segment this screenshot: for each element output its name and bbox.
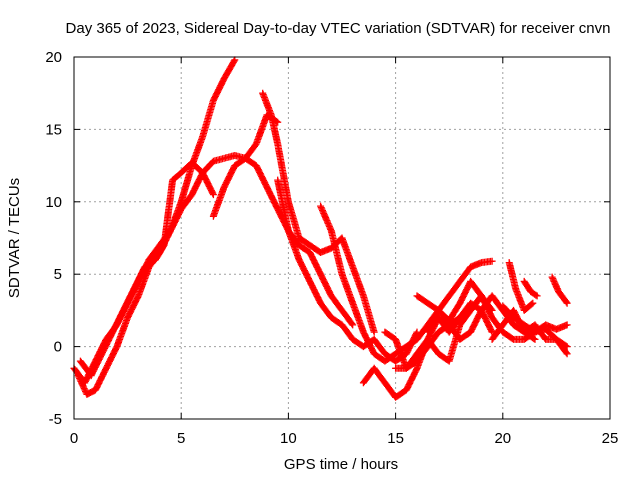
y-tick-label: 5	[54, 266, 62, 283]
y-axis-label: SDTVAR / TECUs	[6, 178, 23, 298]
data-point	[563, 321, 571, 329]
data-point	[348, 320, 356, 328]
data-point	[533, 292, 541, 300]
x-tick-label: 25	[602, 430, 619, 447]
y-tick-label: 0	[54, 339, 62, 356]
series-track-1	[70, 56, 239, 387]
y-axis: -5 0 5 10 15 20	[45, 49, 610, 428]
series-track-14	[505, 259, 537, 314]
x-axis: 0 5 10 15 20 25	[70, 57, 619, 447]
data-point	[562, 349, 570, 357]
series-track-7	[317, 202, 496, 365]
series-track-2	[74, 111, 282, 398]
series-track-12	[424, 292, 539, 343]
x-tick-label: 10	[280, 430, 297, 447]
x-tick-label: 0	[70, 430, 78, 447]
series-track-5	[259, 89, 378, 336]
y-tick-label: 15	[45, 121, 62, 138]
data-points	[70, 56, 571, 401]
data-point	[530, 335, 538, 343]
data-point	[487, 327, 495, 335]
y-tick-label: -5	[49, 411, 62, 428]
series-track-10	[392, 292, 496, 372]
data-point	[230, 57, 238, 65]
data-point	[563, 350, 571, 358]
series-track-16	[548, 273, 571, 307]
data-point	[528, 300, 536, 308]
data-point	[231, 56, 239, 64]
x-tick-label: 5	[177, 430, 185, 447]
plot-frame	[73, 56, 611, 420]
data-point	[563, 299, 571, 307]
y-tick-label: 20	[45, 49, 62, 66]
x-axis-label: GPS time / hours	[284, 456, 398, 473]
data-point	[209, 189, 217, 197]
y-tick-label: 10	[45, 194, 62, 211]
data-point	[488, 257, 496, 265]
data-point	[529, 299, 537, 307]
data-point	[531, 335, 539, 343]
x-tick-label: 15	[387, 430, 404, 447]
series-track-6	[274, 176, 421, 365]
data-point	[370, 328, 378, 336]
data-point	[562, 298, 570, 306]
series-track-15	[520, 277, 541, 300]
chart-title: Day 365 of 2023, Sidereal Day-to-day VTE…	[66, 20, 611, 37]
grid	[74, 57, 610, 419]
data-point	[349, 321, 357, 329]
series-track-3	[76, 159, 217, 380]
x-tick-label: 20	[494, 430, 511, 447]
data-point	[327, 225, 335, 233]
data-point	[532, 291, 540, 299]
series-track-17	[499, 302, 571, 358]
data-point	[209, 191, 217, 199]
